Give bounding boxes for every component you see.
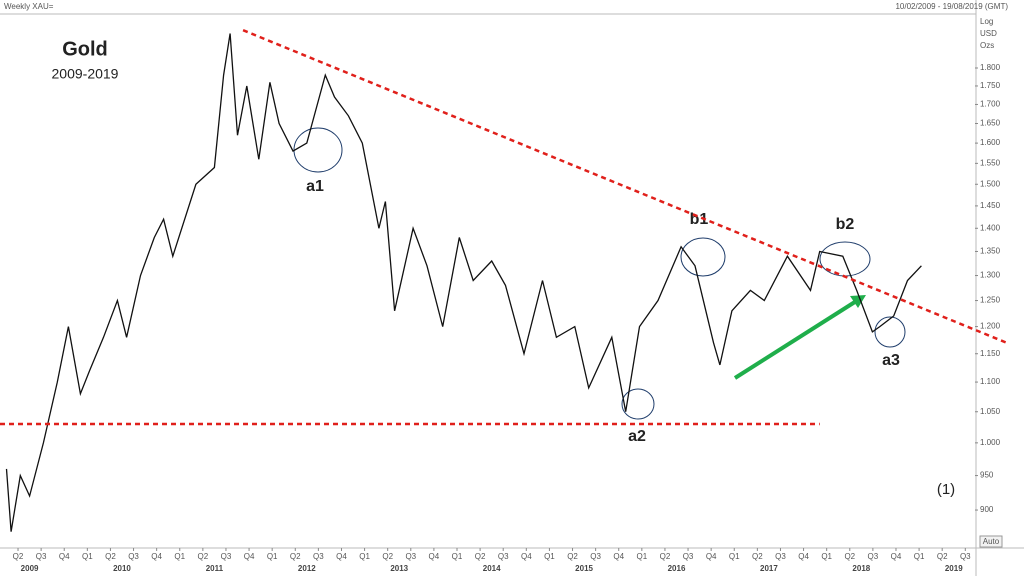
scale-label: Log bbox=[980, 17, 993, 26]
x-tick-label: Q3 bbox=[683, 552, 694, 561]
x-tick-label: Q4 bbox=[798, 552, 809, 561]
x-tick-label: Q3 bbox=[221, 552, 232, 561]
x-tick-label: Q2 bbox=[844, 552, 855, 561]
x-tick-label: Q2 bbox=[475, 552, 486, 561]
y-tick-label: 1.150 bbox=[980, 349, 1001, 358]
x-tick-label: Q4 bbox=[151, 552, 162, 561]
x-tick-label: Q3 bbox=[775, 552, 786, 561]
circle bbox=[621, 388, 655, 420]
arrow bbox=[733, 298, 860, 380]
trend-line bbox=[242, 29, 1010, 345]
x-tick-label: Q4 bbox=[336, 552, 347, 561]
x-tick-label: Q2 bbox=[105, 552, 116, 561]
x-tick-label: Q4 bbox=[429, 552, 440, 561]
auto-label[interactable]: Auto bbox=[983, 537, 1000, 546]
x-tick-label: Q1 bbox=[267, 552, 278, 561]
x-tick-label: Q2 bbox=[567, 552, 578, 561]
annotation: a2 bbox=[628, 428, 646, 445]
x-tick-label: Q3 bbox=[405, 552, 416, 561]
price-line bbox=[5, 33, 922, 532]
x-tick-label: Q1 bbox=[544, 552, 555, 561]
annotation: a1 bbox=[306, 178, 324, 195]
x-tick-label: Q4 bbox=[59, 552, 70, 561]
y-tick-label: 1.300 bbox=[980, 271, 1001, 280]
x-tick-label: Q4 bbox=[613, 552, 624, 561]
year-label: 2009 bbox=[21, 564, 39, 573]
annotation: b2 bbox=[836, 216, 855, 233]
arrow-head bbox=[850, 295, 866, 308]
y-tick-label: 1.200 bbox=[980, 322, 1001, 331]
x-tick-label: Q4 bbox=[521, 552, 532, 561]
year-label: 2012 bbox=[298, 564, 316, 573]
y-tick-label: 1.550 bbox=[980, 158, 1001, 167]
y-tick-label: 1.600 bbox=[980, 138, 1001, 147]
year-label: 2018 bbox=[852, 564, 870, 573]
x-tick-label: Q1 bbox=[729, 552, 740, 561]
y-tick-label: 1.050 bbox=[980, 407, 1001, 416]
annotation: a3 bbox=[882, 352, 900, 369]
y-tick-label: 1.800 bbox=[980, 63, 1001, 72]
y-tick-label: 1.000 bbox=[980, 438, 1001, 447]
x-tick-label: Q1 bbox=[82, 552, 93, 561]
chart-subtitle: 2009-2019 bbox=[52, 66, 119, 82]
x-tick-label: Q4 bbox=[244, 552, 255, 561]
x-tick-label: Q1 bbox=[359, 552, 370, 561]
year-label: 2014 bbox=[483, 564, 501, 573]
x-tick-label: Q1 bbox=[174, 552, 185, 561]
x-tick-label: Q2 bbox=[382, 552, 393, 561]
date-range: 10/02/2009 - 19/08/2019 (GMT) bbox=[895, 2, 1008, 11]
x-tick-label: Q2 bbox=[13, 552, 24, 561]
y-tick-label: 1.400 bbox=[980, 223, 1001, 232]
circle bbox=[680, 237, 726, 277]
y-tick-label: 1.250 bbox=[980, 296, 1001, 305]
x-tick-label: Q1 bbox=[914, 552, 925, 561]
scale-label: Ozs bbox=[980, 41, 994, 50]
year-label: 2019 bbox=[945, 564, 963, 573]
instrument: Weekly XAU= bbox=[4, 2, 54, 11]
x-tick-label: Q3 bbox=[313, 552, 324, 561]
year-label: 2013 bbox=[390, 564, 408, 573]
x-tick-label: Q3 bbox=[868, 552, 879, 561]
y-tick-label: 900 bbox=[980, 505, 994, 514]
x-tick-label: Q3 bbox=[36, 552, 47, 561]
chart-title: Gold bbox=[62, 38, 108, 60]
x-tick-label: Q1 bbox=[637, 552, 648, 561]
year-label: 2017 bbox=[760, 564, 778, 573]
x-tick-label: Q2 bbox=[198, 552, 209, 561]
x-tick-label: Q4 bbox=[891, 552, 902, 561]
y-tick-label: 1.700 bbox=[980, 100, 1001, 109]
y-tick-label: 1.100 bbox=[980, 377, 1001, 386]
x-tick-label: Q3 bbox=[128, 552, 139, 561]
y-tick-label: 950 bbox=[980, 471, 994, 480]
x-tick-label: Q2 bbox=[937, 552, 948, 561]
annotation: (1) bbox=[937, 481, 955, 498]
auto-button[interactable] bbox=[979, 535, 1003, 548]
y-tick-label: 1.450 bbox=[980, 201, 1001, 210]
y-tick-label: 1.750 bbox=[980, 81, 1001, 90]
x-tick-label: Q2 bbox=[752, 552, 763, 561]
year-label: 2010 bbox=[113, 564, 131, 573]
year-label: 2016 bbox=[668, 564, 686, 573]
x-tick-label: Q2 bbox=[290, 552, 301, 561]
x-tick-label: Q1 bbox=[821, 552, 832, 561]
y-tick-label: 1.500 bbox=[980, 179, 1001, 188]
x-tick-label: Q1 bbox=[452, 552, 463, 561]
x-tick-label: Q3 bbox=[498, 552, 509, 561]
y-tick-label: 1.650 bbox=[980, 119, 1001, 128]
x-tick-label: Q2 bbox=[660, 552, 671, 561]
scale-label: USD bbox=[980, 29, 997, 38]
x-tick-label: Q3 bbox=[960, 552, 971, 561]
x-tick-label: Q3 bbox=[590, 552, 601, 561]
x-tick-label: Q4 bbox=[706, 552, 717, 561]
circle bbox=[874, 316, 906, 348]
y-tick-label: 1.350 bbox=[980, 247, 1001, 256]
year-label: 2011 bbox=[206, 564, 224, 573]
year-label: 2015 bbox=[575, 564, 593, 573]
